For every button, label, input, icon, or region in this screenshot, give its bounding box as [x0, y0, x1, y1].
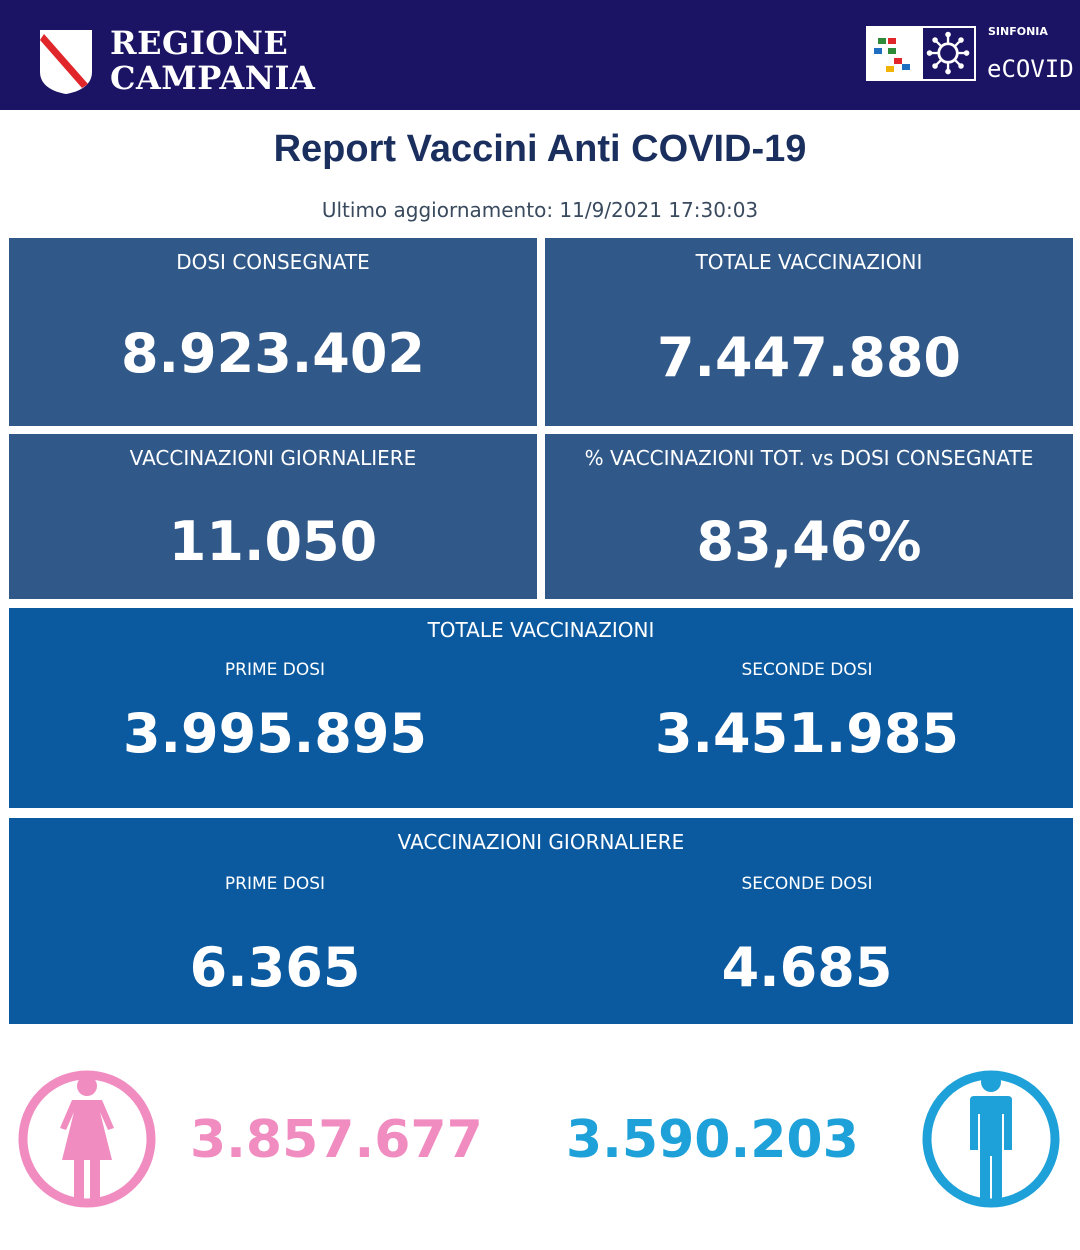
region-shield-icon — [40, 30, 92, 94]
seconde-dosi-column: SECONDE DOSI 4.685 — [541, 818, 1073, 1024]
prime-dosi-label: PRIME DOSI — [224, 660, 326, 680]
card-label: DOSI CONSEGNATE — [176, 250, 370, 274]
card-giornaliere-breakdown: VACCINAZIONI GIORNALIERE PRIME DOSI 6.36… — [9, 818, 1073, 1024]
region-name: REGIONE CAMPANIA — [110, 26, 315, 96]
card-percentuale: % VACCINAZIONI TOT. vs DOSI CONSEGNATE 8… — [545, 434, 1073, 599]
card-dosi-consegnate: DOSI CONSEGNATE 8.923.402 — [9, 238, 537, 426]
card-value: 7.447.880 — [656, 326, 962, 389]
virus-logo-icon — [921, 26, 976, 81]
card-vaccinazioni-giornaliere: VACCINAZIONI GIORNALIERE 11.050 — [9, 434, 537, 599]
brand-ecovid: eCOVID — [987, 55, 1074, 83]
prime-dosi-column: PRIME DOSI 6.365 — [9, 818, 541, 1024]
prime-dosi-value: 3.995.895 — [122, 702, 428, 765]
female-person-icon — [18, 1070, 156, 1208]
sinfonia-logo-icon — [866, 26, 921, 81]
seconde-dosi-label: SECONDE DOSI — [741, 660, 873, 680]
region-name-line2: CAMPANIA — [110, 59, 316, 97]
prime-dosi-column: PRIME DOSI 3.995.895 — [9, 608, 541, 808]
seconde-dosi-value: 3.451.985 — [654, 702, 960, 765]
card-label: % VACCINAZIONI TOT. vs DOSI CONSEGNATE — [584, 446, 1034, 470]
prime-dosi-value: 6.365 — [189, 936, 361, 999]
seconde-dosi-value: 4.685 — [721, 936, 893, 999]
last-update: Ultimo aggiornamento: 11/9/2021 17:30:03 — [321, 198, 759, 222]
card-label: VACCINAZIONI GIORNALIERE — [129, 446, 417, 470]
male-person-icon — [922, 1070, 1060, 1208]
male-vaccinated-count: 3.590.203 — [566, 1110, 859, 1170]
brand-sinfonia: SINFONIA — [988, 25, 1048, 38]
card-value: 83,46% — [696, 510, 922, 573]
seconde-dosi-label: SECONDE DOSI — [741, 874, 873, 894]
region-name-line1: REGIONE — [110, 24, 289, 62]
card-label: VACCINAZIONI GIORNALIERE — [397, 830, 685, 854]
card-label: TOTALE VACCINAZIONI — [695, 250, 923, 274]
female-vaccinated-count: 3.857.677 — [190, 1110, 483, 1170]
card-value: 11.050 — [168, 510, 378, 573]
card-totale-breakdown: TOTALE VACCINAZIONI PRIME DOSI 3.995.895… — [9, 608, 1073, 808]
card-label: TOTALE VACCINAZIONI — [427, 618, 655, 642]
card-value: 8.923.402 — [120, 322, 426, 385]
page-title: Report Vaccini Anti COVID-19 — [273, 128, 807, 170]
seconde-dosi-column: SECONDE DOSI 3.451.985 — [541, 608, 1073, 808]
prime-dosi-label: PRIME DOSI — [224, 874, 326, 894]
header-bar: REGIONE CAMPANIA SINFONIA eCOVID — [0, 0, 1080, 110]
card-totale-vaccinazioni: TOTALE VACCINAZIONI 7.447.880 — [545, 238, 1073, 426]
